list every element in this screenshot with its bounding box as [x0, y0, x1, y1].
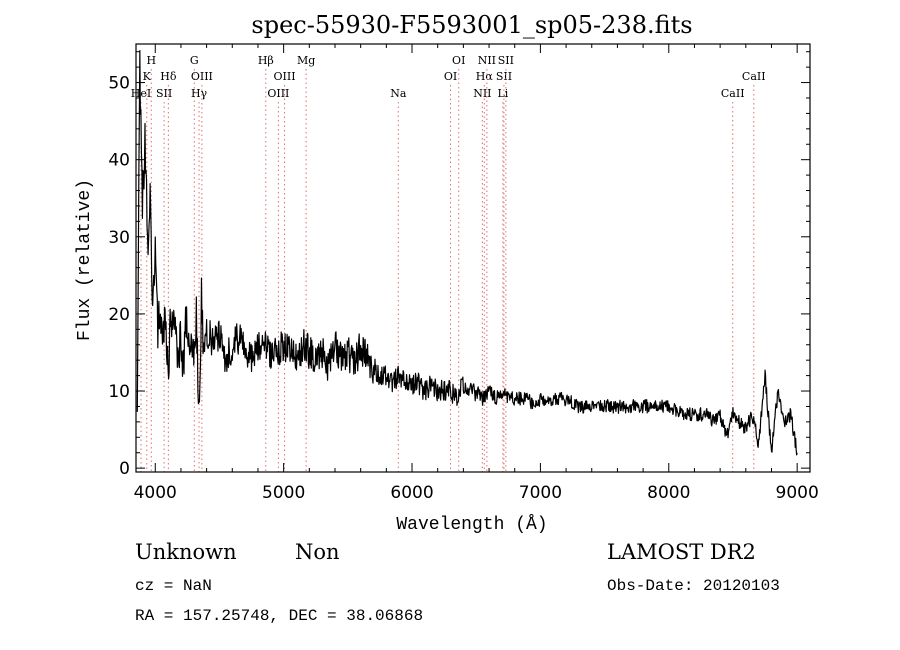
x-tick-label: 5000	[262, 483, 305, 503]
spectral-line-markers: HeIKHSIIHδGOIIIHγHβOIIIOIIIMgNaOIOINIIHα…	[131, 54, 766, 472]
spectrum-series-line	[136, 50, 798, 456]
obs-date-text: Obs-Date: 20120103	[607, 577, 780, 595]
line-marker-label: H	[146, 54, 156, 67]
line-marker-label: NII	[478, 54, 496, 67]
line-marker-label: Hα	[476, 70, 494, 83]
chart-title: spec-55930-F5593001_sp05-238.fits	[251, 11, 692, 39]
y-axis-label: Flux (relative)	[75, 179, 95, 341]
line-marker-label: OIII	[274, 70, 296, 83]
line-marker-label: SII	[498, 54, 514, 67]
x-tick-label: 8000	[647, 483, 690, 503]
line-marker-label: HeI	[131, 87, 151, 100]
x-axis-label: Wavelength (Å)	[396, 514, 547, 535]
line-marker-label: OI	[452, 54, 465, 67]
subclass-label: Non	[295, 540, 340, 564]
line-marker-label: CaII	[742, 70, 766, 83]
y-tick-label: 50	[108, 74, 130, 94]
y-tick-label: 40	[108, 151, 130, 171]
x-tick-label: 4000	[134, 483, 177, 503]
class-label: Unknown	[135, 540, 237, 564]
coordinates-text: RA = 157.25748, DEC = 38.06868	[135, 607, 423, 625]
line-marker-label: SII	[496, 70, 512, 83]
line-marker-label: OIII	[267, 87, 289, 100]
line-marker-label: Mg	[297, 54, 315, 67]
line-marker-label: Li	[497, 87, 508, 100]
line-marker-label: Na	[390, 87, 407, 100]
line-marker-label: Hβ	[258, 54, 274, 67]
line-marker-label: OI	[444, 70, 457, 83]
line-marker-label: OIII	[191, 70, 213, 83]
y-tick-label: 20	[108, 305, 130, 325]
y-tick-label: 30	[108, 228, 130, 248]
line-marker-label: CaII	[721, 87, 745, 100]
line-marker-label: G	[190, 54, 199, 67]
redshift-text: cz = NaN	[135, 577, 212, 595]
line-marker-label: NII	[473, 87, 491, 100]
line-marker-label: Hγ	[191, 87, 208, 100]
x-tick-label: 9000	[776, 483, 819, 503]
x-tick-label: 6000	[390, 483, 433, 503]
y-tick-label: 10	[108, 382, 130, 402]
y-tick-label: 0	[119, 459, 130, 479]
line-marker-label: Hδ	[160, 70, 177, 83]
survey-label: LAMOST DR2	[607, 540, 756, 564]
line-marker-label: K	[143, 70, 152, 83]
line-marker-label: SII	[156, 87, 172, 100]
x-tick-label: 7000	[519, 483, 562, 503]
axis-ticks: 4000 5000 6000 7000 8000 9000 0 10 20 30 40 50	[108, 44, 819, 503]
plot-frame	[135, 43, 811, 473]
